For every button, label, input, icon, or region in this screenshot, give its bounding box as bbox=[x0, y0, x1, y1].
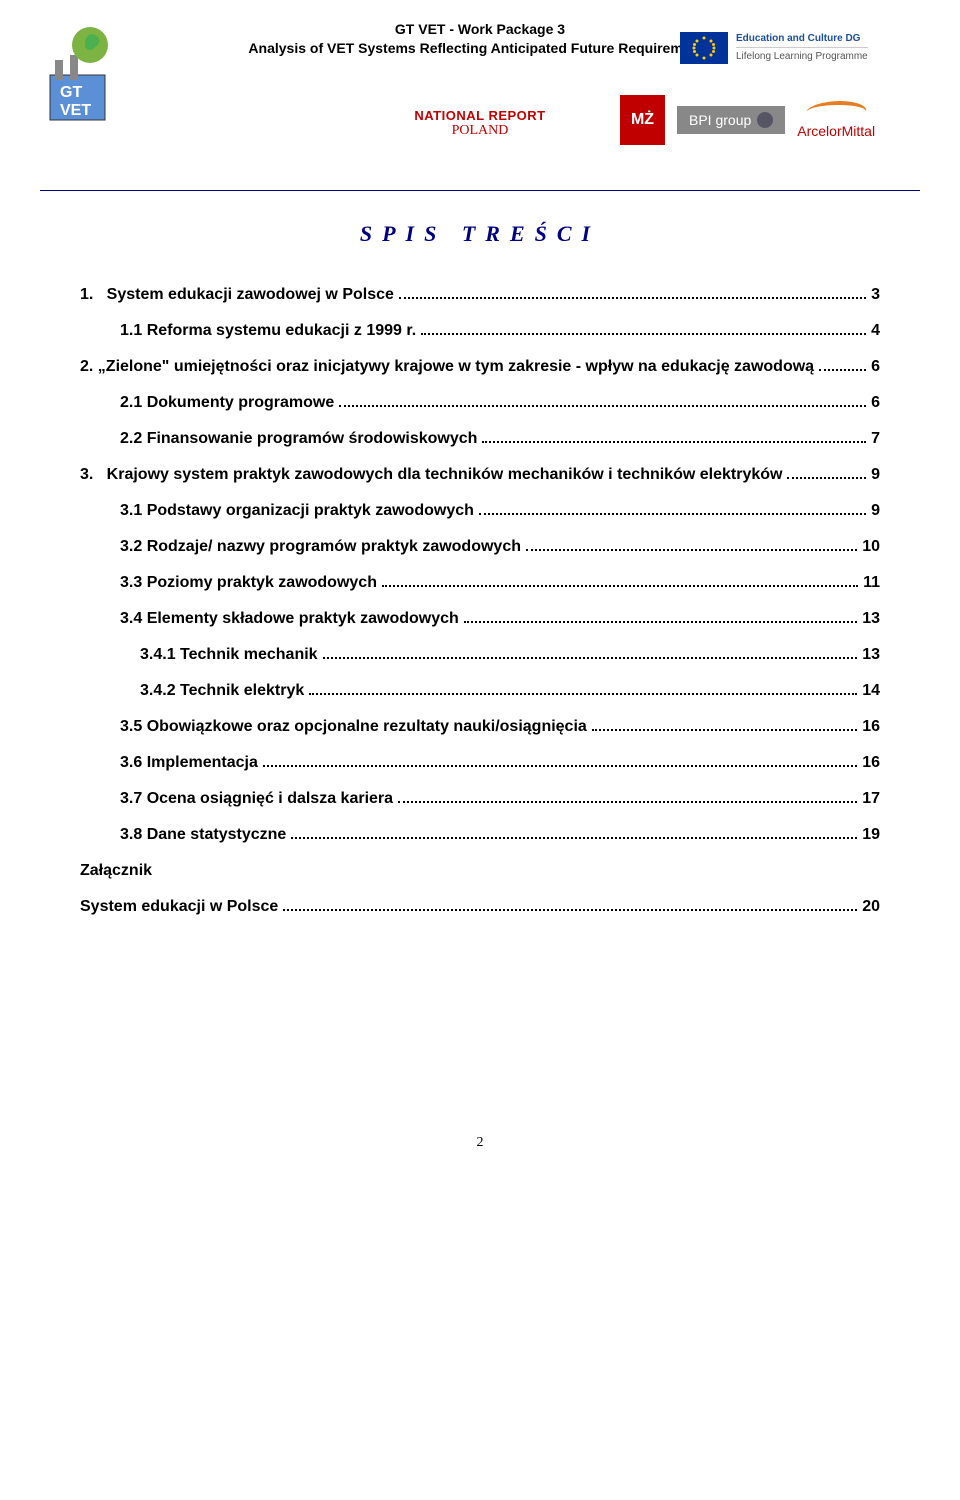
toc-label: 2.2 Finansowanie programów środowiskowyc… bbox=[120, 431, 477, 447]
toc-page: 20 bbox=[862, 899, 880, 915]
toc-label: 3.1 Podstawy organizacji praktyk zawodow… bbox=[120, 503, 474, 519]
toc-page: 6 bbox=[871, 395, 880, 411]
toc-label: 3.3 Poziomy praktyk zawodowych bbox=[120, 575, 377, 591]
toc-entry: 3.6 Implementacja 16 bbox=[120, 755, 880, 771]
toc-dots bbox=[263, 765, 857, 767]
toc-entry: 2. „Zielone" umiejętności oraz inicjatyw… bbox=[80, 359, 880, 375]
toc-page: 11 bbox=[863, 575, 880, 591]
toc-page: 19 bbox=[862, 827, 880, 843]
toc-entry: 3.8 Dane statystyczne 19 bbox=[120, 827, 880, 843]
toc-dots bbox=[382, 585, 858, 587]
partner-logos: MŻ BPI group ArcelorMittal bbox=[620, 95, 920, 145]
toc-dots bbox=[291, 837, 857, 839]
edu-culture-label: Education and Culture DG bbox=[736, 33, 868, 44]
arcelor-swoosh-icon bbox=[802, 101, 870, 123]
toc-entry: 3.4 Elementy składowe praktyk zawodowych… bbox=[120, 611, 880, 627]
toc-page: 16 bbox=[862, 755, 880, 771]
toc-dots bbox=[421, 333, 866, 335]
toc-label: 1. System edukacji zawodowej w Polsce bbox=[80, 287, 394, 303]
toc-entry: 3.4.1 Technik mechanik 13 bbox=[140, 647, 880, 663]
bpi-label: BPI group bbox=[689, 112, 751, 128]
toc-title: SPIS TREŚCI bbox=[80, 221, 880, 247]
toc-label: 3.8 Dane statystyczne bbox=[120, 827, 286, 843]
bpi-circle-icon bbox=[757, 112, 773, 128]
toc-page: 14 bbox=[862, 683, 880, 699]
toc-list: 1. System edukacji zawodowej w Polsce31.… bbox=[80, 287, 880, 915]
toc-dots bbox=[482, 441, 866, 443]
toc-dots bbox=[339, 405, 866, 407]
toc-page: 9 bbox=[871, 503, 880, 519]
page-number: 2 bbox=[80, 1135, 880, 1151]
toc-entry: 1.1 Reforma systemu edukacji z 1999 r. 4 bbox=[120, 323, 880, 339]
arcelor-label: ArcelorMittal bbox=[797, 123, 875, 139]
toc-label: 3.4.1 Technik mechanik bbox=[140, 647, 318, 663]
toc-dots bbox=[479, 513, 866, 515]
lifelong-label: Lifelong Learning Programme bbox=[736, 51, 868, 62]
toc-label: 3.2 Rodzaje/ nazwy programów praktyk zaw… bbox=[120, 539, 521, 555]
toc-entry: 3.7 Ocena osiągnięć i dalsza kariera 17 bbox=[120, 791, 880, 807]
toc-label: 3.4.2 Technik elektryk bbox=[140, 683, 304, 699]
toc-page: 10 bbox=[862, 539, 880, 555]
toc-page: 3 bbox=[871, 287, 880, 303]
toc-page: 4 bbox=[871, 323, 880, 339]
toc-entry: 2.1 Dokumenty programowe 6 bbox=[120, 395, 880, 411]
bpi-logo: BPI group bbox=[677, 106, 785, 134]
toc-dots bbox=[464, 621, 857, 623]
toc-entry: 3. Krajowy system praktyk zawodowych dla… bbox=[80, 467, 880, 483]
toc-entry: 1. System edukacji zawodowej w Polsce 3 bbox=[80, 287, 880, 303]
svg-text:VET: VET bbox=[60, 102, 91, 119]
eu-flag-icon bbox=[680, 32, 728, 64]
toc-label: 3.5 Obowiązkowe oraz opcjonalne rezultat… bbox=[120, 719, 587, 735]
arcelor-logo: ArcelorMittal bbox=[797, 101, 875, 139]
toc-entry: Załącznik bbox=[80, 863, 880, 879]
toc-dots bbox=[592, 729, 857, 731]
toc-entry: 3.5 Obowiązkowe oraz opcjonalne rezultat… bbox=[120, 719, 880, 735]
toc-entry: 3.1 Podstawy organizacji praktyk zawodow… bbox=[120, 503, 880, 519]
toc-page: 6 bbox=[871, 359, 880, 375]
toc-label: 3.7 Ocena osiągnięć i dalsza kariera bbox=[120, 791, 393, 807]
toc-dots bbox=[819, 369, 866, 371]
toc-label: 2. „Zielone" umiejętności oraz inicjatyw… bbox=[80, 359, 814, 375]
toc-page: 13 bbox=[862, 611, 880, 627]
toc-label: 3. Krajowy system praktyk zawodowych dla… bbox=[80, 467, 782, 483]
toc-label: Załącznik bbox=[80, 863, 152, 879]
svg-text:GT: GT bbox=[60, 84, 82, 101]
toc-page: 9 bbox=[871, 467, 880, 483]
toc-page: 16 bbox=[862, 719, 880, 735]
toc-entry: 2.2 Finansowanie programów środowiskowyc… bbox=[120, 431, 880, 447]
toc-dots bbox=[398, 801, 857, 803]
toc-page: 13 bbox=[862, 647, 880, 663]
toc-page: 7 bbox=[871, 431, 880, 447]
toc-dots bbox=[787, 477, 866, 479]
toc-label: 3.6 Implementacja bbox=[120, 755, 258, 771]
gt-vet-logo: GT VET bbox=[40, 25, 130, 125]
header-divider bbox=[40, 190, 920, 191]
toc-dots bbox=[526, 549, 857, 551]
toc-label: System edukacji w Polsce bbox=[80, 899, 278, 915]
toc-page: 17 bbox=[862, 791, 880, 807]
toc-dots bbox=[283, 909, 857, 911]
toc-label: 2.1 Dokumenty programowe bbox=[120, 395, 334, 411]
toc-dots bbox=[323, 657, 858, 659]
toc-entry: 3.2 Rodzaje/ nazwy programów praktyk zaw… bbox=[120, 539, 880, 555]
toc-dots bbox=[399, 297, 866, 299]
toc-label: 3.4 Elementy składowe praktyk zawodowych bbox=[120, 611, 459, 627]
toc-label: 1.1 Reforma systemu edukacji z 1999 r. bbox=[120, 323, 416, 339]
eu-programme-logo: Education and Culture DG Lifelong Learni… bbox=[680, 20, 920, 75]
toc-entry: 3.4.2 Technik elektryk 14 bbox=[140, 683, 880, 699]
toc-entry: 3.3 Poziomy praktyk zawodowych 11 bbox=[120, 575, 880, 591]
toc-entry: System edukacji w Polsce 20 bbox=[80, 899, 880, 915]
toc-dots bbox=[309, 693, 857, 695]
mz-logo: MŻ bbox=[620, 95, 665, 145]
